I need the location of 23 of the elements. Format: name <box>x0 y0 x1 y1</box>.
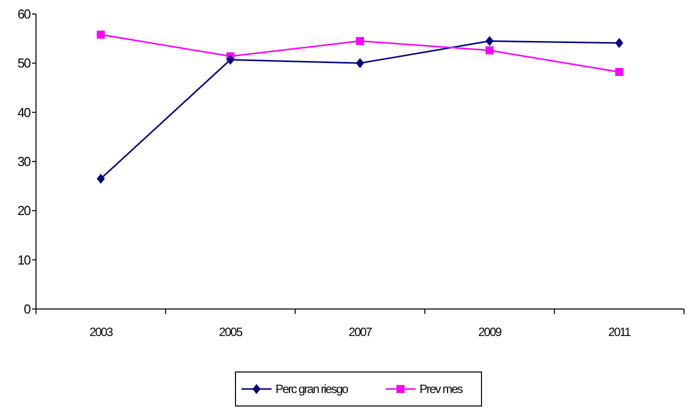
point <box>96 174 105 184</box>
x-tick-label: 2011 <box>608 325 632 339</box>
y-tick-label: 20 <box>18 203 31 218</box>
x-tick-label: 2005 <box>219 325 244 339</box>
point <box>226 54 234 65</box>
point <box>96 30 105 39</box>
point <box>356 58 364 68</box>
point <box>486 46 494 54</box>
y-tick-label: 40 <box>18 104 31 120</box>
x-tick-label: 2007 <box>348 325 373 339</box>
y-tick-label: 0 <box>24 302 31 317</box>
y-tick-label: 30 <box>18 154 31 170</box>
x-tick-label: 2003 <box>89 325 114 339</box>
point <box>615 68 624 76</box>
point <box>486 36 494 46</box>
y-tick-label: 10 <box>18 252 31 268</box>
y-tick-label: 50 <box>18 56 31 71</box>
legend-label: Prev mes <box>420 382 464 396</box>
x-tick-label: 2009 <box>478 325 502 339</box>
y-tick-label: 60 <box>18 6 31 22</box>
legend-label: Perc gran riesgo <box>276 382 349 396</box>
point <box>356 37 364 46</box>
point <box>615 38 624 48</box>
